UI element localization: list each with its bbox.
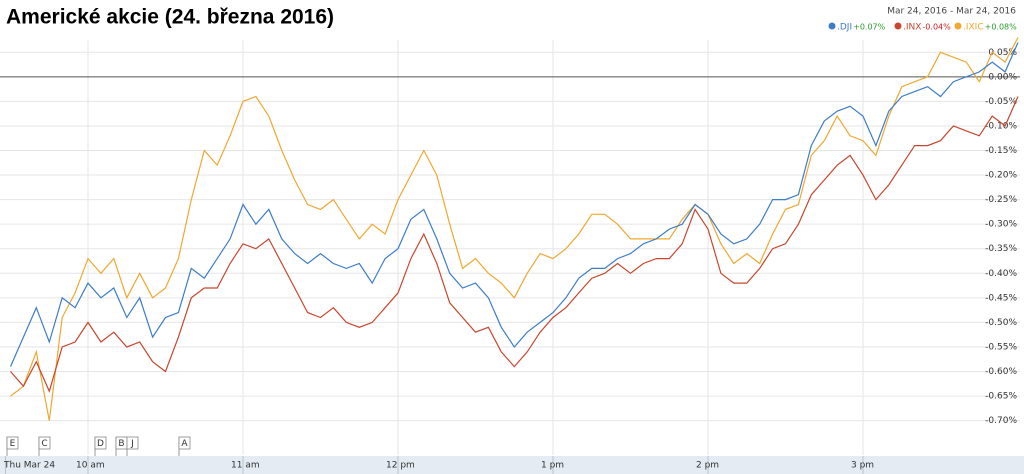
flag-box	[6, 436, 19, 450]
legend-label: .INX	[903, 23, 921, 33]
x-tick-label: 11 am	[231, 461, 260, 471]
legend-label: .DJI	[837, 23, 852, 33]
flag-label: D	[97, 439, 104, 449]
y-tick-label: -0.65%	[985, 392, 1017, 402]
flag-label: B	[118, 439, 124, 449]
y-tick-label: -0.05%	[985, 97, 1017, 107]
y-tick-label: -0.45%	[985, 293, 1017, 303]
y-tick-label: -0.15%	[985, 146, 1017, 156]
flag-box	[126, 436, 139, 450]
legend-label: .IXIC	[963, 23, 984, 33]
y-tick-label: -0.10%	[985, 121, 1017, 131]
y-tick-label: 0.05%	[988, 48, 1017, 58]
x-axis-band	[0, 456, 1024, 474]
chart-title: Americké akcie (24. března 2016)	[6, 6, 334, 29]
y-tick-label: -0.70%	[985, 416, 1017, 426]
flag-label: E	[10, 439, 16, 449]
y-tick-label: -0.30%	[985, 220, 1017, 230]
legend-marker	[828, 22, 836, 30]
series-line	[10, 96, 1019, 393]
legend-marker	[894, 22, 902, 30]
y-tick-label: -0.50%	[985, 318, 1017, 328]
series-line	[9, 42, 1019, 367]
flag-label: A	[181, 439, 188, 449]
x-tick-label: 12 pm	[386, 461, 415, 471]
y-tick-label: -0.60%	[985, 367, 1017, 377]
legend-change: +0.08%	[985, 23, 1018, 32]
y-tick-label: 0.00%	[988, 72, 1017, 82]
y-tick-label: -0.55%	[985, 342, 1017, 352]
y-tick-label: -0.40%	[985, 269, 1017, 279]
y-tick-label: -0.25%	[985, 195, 1017, 205]
flag-label: C	[41, 439, 47, 449]
x-tick-label: 10 am	[76, 461, 105, 471]
series-line	[10, 37, 1019, 421]
date-range: Mar 24, 2016 - Mar 24, 2016	[887, 7, 1016, 17]
y-tick-label: -0.35%	[985, 244, 1017, 254]
flag-label: J	[130, 439, 134, 449]
x-tick-label: 3 pm	[851, 461, 874, 471]
legend-marker	[954, 22, 962, 30]
x-tick-label: 1 pm	[541, 461, 564, 471]
x-tick-label: 2 pm	[696, 461, 719, 471]
flag-box	[94, 436, 107, 450]
y-tick-label: -0.20%	[985, 171, 1017, 181]
flag-box	[178, 436, 191, 450]
legend-change: +0.07%	[853, 23, 886, 32]
flag-box	[38, 436, 51, 450]
legend-change: -0.04%	[922, 23, 951, 32]
x-tick-label: Thu Mar 24	[3, 461, 55, 471]
